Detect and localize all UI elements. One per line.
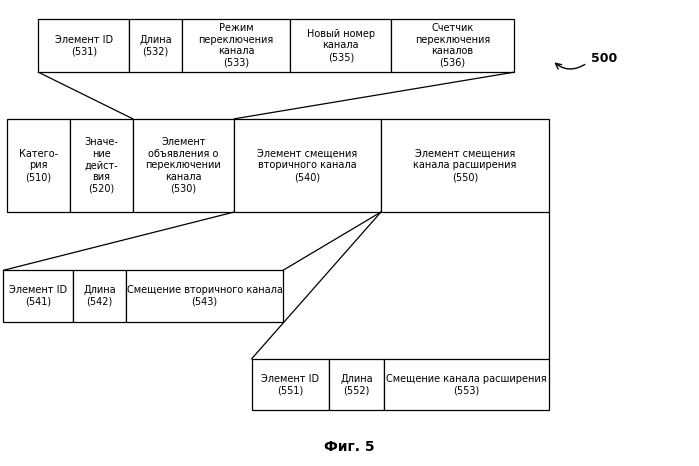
Text: Новый номер
канала
(535): Новый номер канала (535) <box>307 29 375 62</box>
Text: Элемент ID
(531): Элемент ID (531) <box>55 34 113 56</box>
FancyBboxPatch shape <box>129 19 182 72</box>
Text: Элемент ID
(551): Элемент ID (551) <box>261 374 319 395</box>
FancyBboxPatch shape <box>290 19 391 72</box>
FancyBboxPatch shape <box>234 119 381 212</box>
Text: Элемент смещения
канала расширения
(550): Элемент смещения канала расширения (550) <box>413 149 517 182</box>
Text: Фиг. 5: Фиг. 5 <box>324 440 375 454</box>
Text: Длина
(552): Длина (552) <box>340 374 373 395</box>
FancyBboxPatch shape <box>70 119 133 212</box>
Text: 500: 500 <box>591 52 617 65</box>
Text: Смещение канала расширения
(553): Смещение канала расширения (553) <box>387 374 547 395</box>
Text: Режим
переключения
канала
(533): Режим переключения канала (533) <box>199 23 273 68</box>
Text: Смещение вторичного канала
(543): Смещение вторичного канала (543) <box>127 285 282 307</box>
FancyBboxPatch shape <box>391 19 514 72</box>
Text: Элемент смещения
вторичного канала
(540): Элемент смещения вторичного канала (540) <box>257 149 358 182</box>
Text: Длина
(532): Длина (532) <box>139 34 172 56</box>
Text: Элемент ID
(541): Элемент ID (541) <box>9 285 68 307</box>
Text: Значе-
ние
дейст-
вия
(520): Значе- ние дейст- вия (520) <box>85 137 118 194</box>
FancyBboxPatch shape <box>7 119 70 212</box>
Text: Элемент
объявления о
переключении
канала
(530): Элемент объявления о переключении канала… <box>145 137 222 194</box>
FancyBboxPatch shape <box>384 359 549 410</box>
FancyBboxPatch shape <box>329 359 384 410</box>
Text: Катего-
рия
(510): Катего- рия (510) <box>19 149 58 182</box>
FancyBboxPatch shape <box>38 19 129 72</box>
Text: Длина
(542): Длина (542) <box>83 285 116 307</box>
Text: Счетчик
переключения
каналов
(536): Счетчик переключения каналов (536) <box>415 23 490 68</box>
FancyBboxPatch shape <box>73 270 126 322</box>
FancyBboxPatch shape <box>381 119 549 212</box>
FancyBboxPatch shape <box>3 270 73 322</box>
FancyBboxPatch shape <box>182 19 290 72</box>
FancyBboxPatch shape <box>252 359 329 410</box>
FancyBboxPatch shape <box>133 119 234 212</box>
FancyBboxPatch shape <box>126 270 283 322</box>
